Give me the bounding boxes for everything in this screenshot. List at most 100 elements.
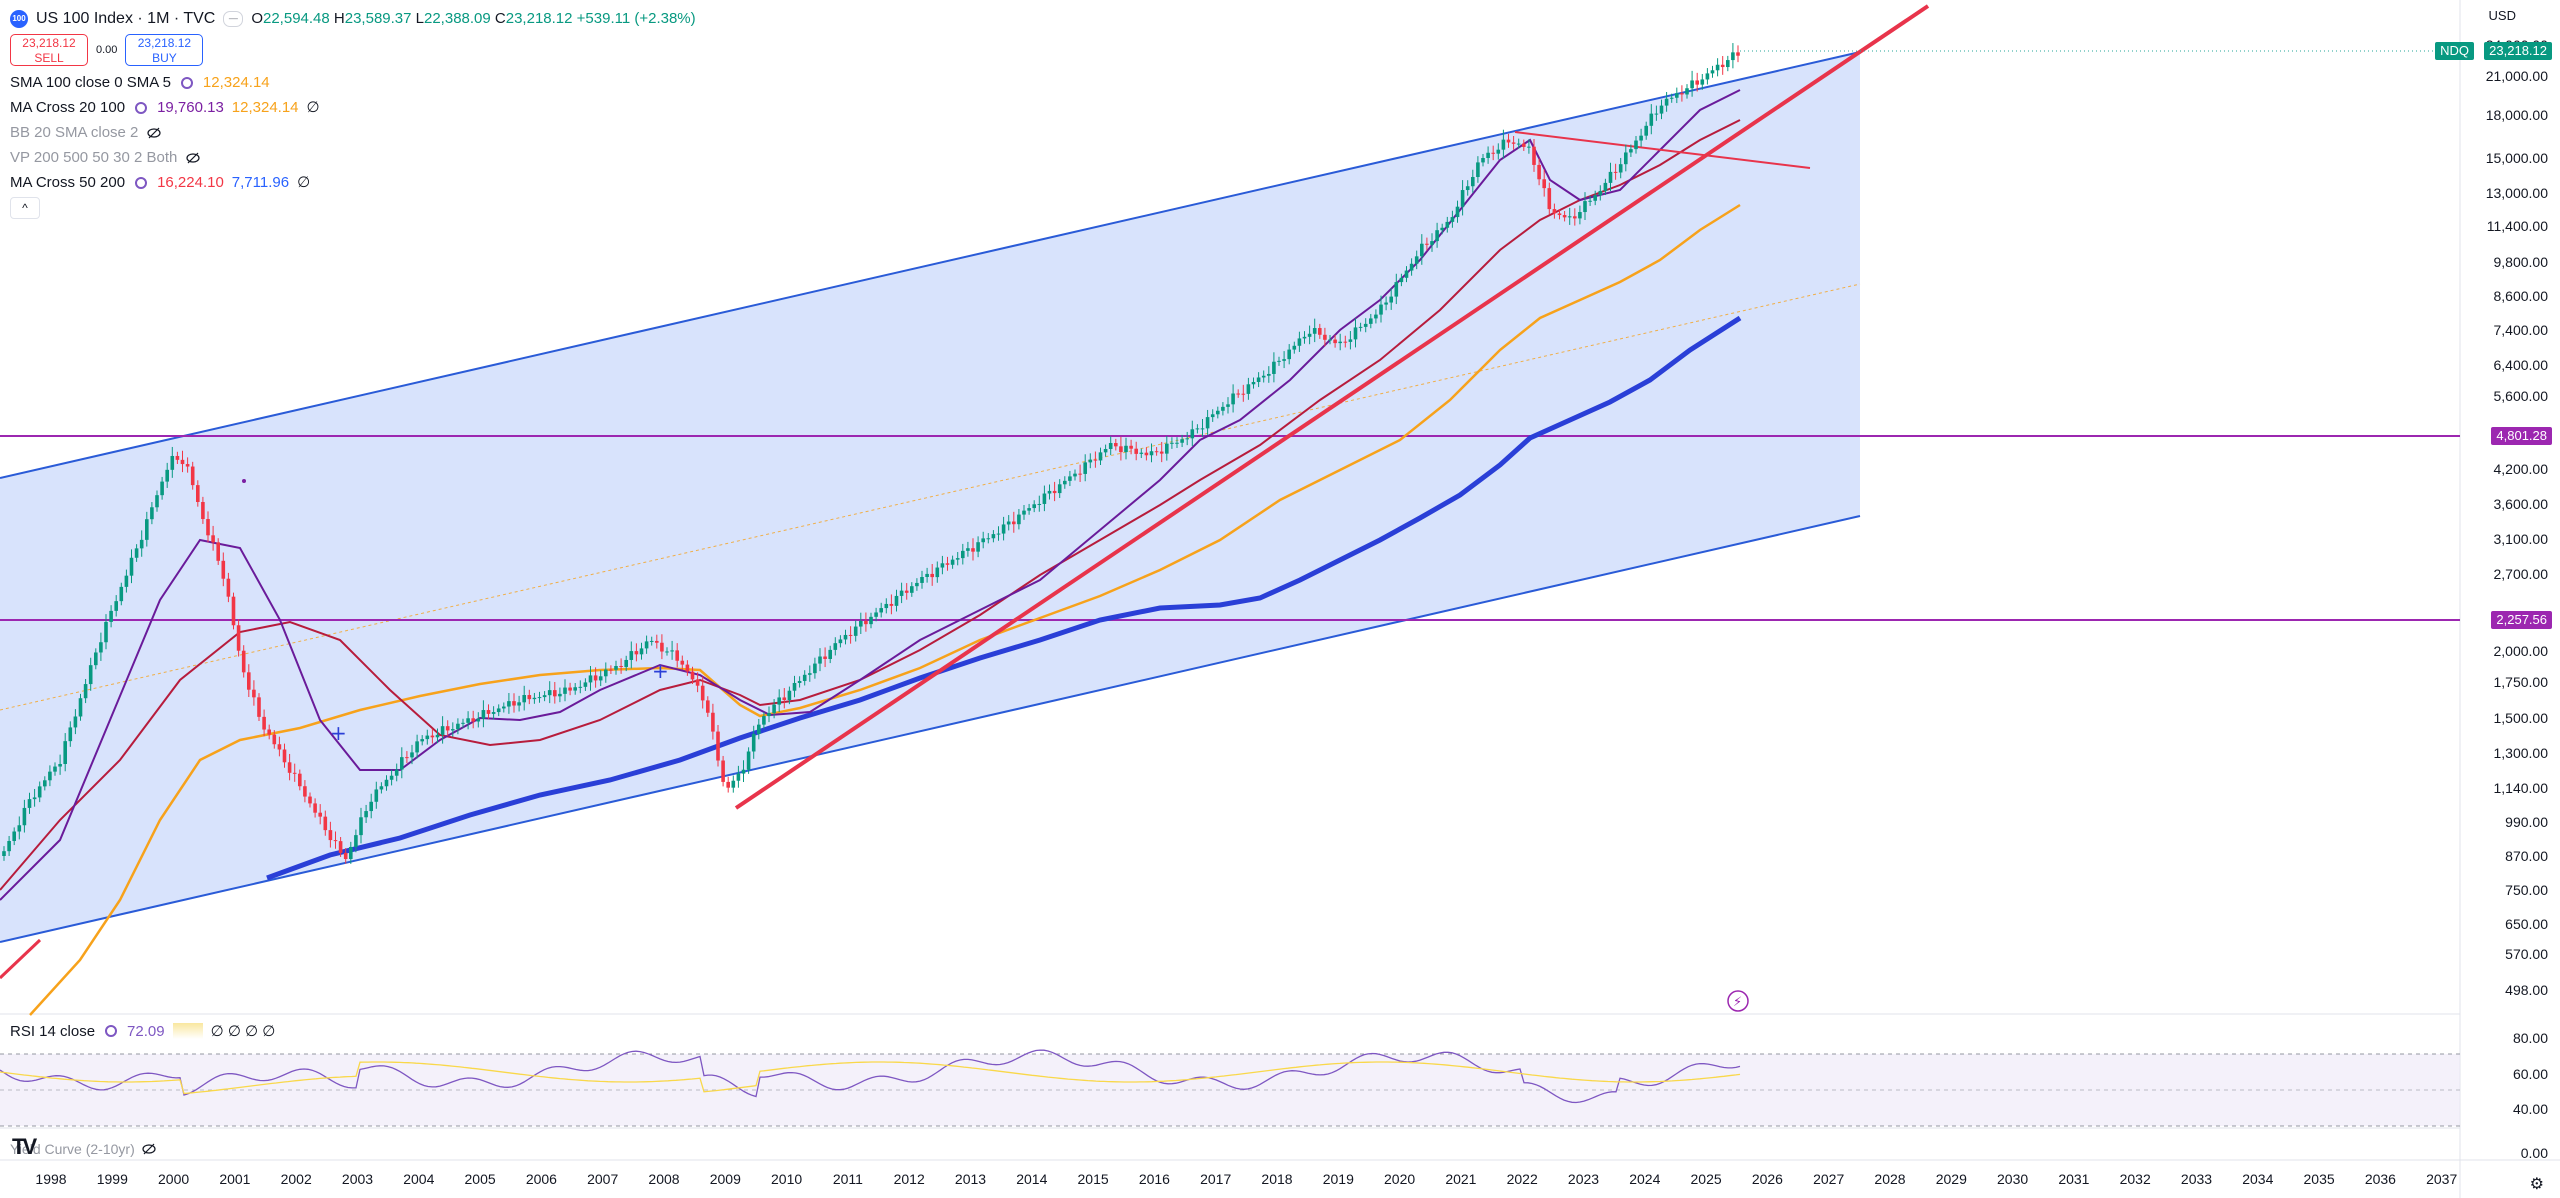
- candle-body: [507, 701, 511, 707]
- settings-source-icon[interactable]: [103, 1023, 119, 1039]
- buy-price: 23,218.12: [137, 36, 192, 50]
- settings-source-icon[interactable]: [133, 175, 149, 191]
- price-axis-label: 8,600.00: [2493, 288, 2549, 304]
- candle-body: [1083, 462, 1087, 474]
- candle-body: [1022, 510, 1026, 515]
- candle-body: [542, 695, 547, 698]
- candle-body: [1603, 182, 1608, 191]
- candle-body: [1144, 452, 1149, 456]
- candle-body: [1073, 473, 1077, 477]
- candle-body: [165, 469, 169, 482]
- more-icon[interactable]: —: [223, 10, 244, 27]
- candle-body: [134, 548, 139, 558]
- candle-body: [272, 734, 277, 745]
- rsi-axis-label: 40.00: [2512, 1101, 2548, 1117]
- candle-body: [1532, 146, 1536, 165]
- candle-body: [1379, 304, 1383, 315]
- candle-body: [1154, 451, 1159, 453]
- price-axis-label: 2,700.00: [2493, 566, 2549, 582]
- candle-body: [945, 563, 950, 565]
- candle-body: [247, 672, 251, 690]
- candle-body: [308, 796, 312, 804]
- tradingview-logo[interactable]: TV: [12, 1134, 37, 1159]
- candle-body: [53, 766, 57, 772]
- symbol-logo[interactable]: 100: [10, 9, 28, 28]
- time-axis-label: 2027: [1813, 1171, 1845, 1187]
- eye-hidden-icon[interactable]: [146, 125, 162, 141]
- candle-body: [1027, 508, 1031, 511]
- collapse-legend-button[interactable]: ^: [10, 197, 40, 219]
- candle-body: [216, 542, 220, 561]
- candle-body: [94, 652, 98, 666]
- eye-hidden-icon[interactable]: [185, 150, 201, 166]
- candle-body: [78, 698, 83, 717]
- candle-body: [1685, 88, 1689, 95]
- candle-body: [644, 641, 649, 649]
- candle-body: [767, 712, 771, 717]
- time-axis-label: 2004: [403, 1171, 435, 1187]
- time-axis-label: 2023: [1567, 1171, 1600, 1187]
- candle-body: [1114, 443, 1118, 447]
- currency-label[interactable]: USD: [2488, 8, 2516, 23]
- candle-body: [527, 695, 532, 700]
- time-axis-label: 2021: [1445, 1171, 1477, 1187]
- indicator-ma-cross-20-100[interactable]: MA Cross 20 100 19,760.13 12,324.14 ∅: [10, 95, 696, 120]
- time-axis-label: 2005: [464, 1171, 496, 1187]
- yield-curve-legend[interactable]: Yield Curve (2-10yr): [10, 1141, 157, 1157]
- indicator-sma100[interactable]: SMA 100 close 0 SMA 5 12,324.14: [10, 70, 696, 95]
- gear-icon[interactable]: ⚙: [2529, 1176, 2544, 1193]
- candle-body: [1241, 393, 1246, 395]
- candle-body: [1277, 360, 1281, 362]
- candle-body: [578, 686, 583, 688]
- buy-button[interactable]: 23,218.12 BUY: [125, 34, 204, 66]
- candle-body: [1471, 177, 1475, 187]
- candle-body: [532, 697, 537, 700]
- candle-body: [1205, 417, 1210, 429]
- candle-body: [145, 519, 149, 540]
- candle-body: [721, 760, 725, 782]
- flash-icon: [1727, 990, 1749, 1012]
- eye-hidden-icon[interactable]: [141, 1141, 157, 1157]
- candle-body: [1170, 442, 1174, 444]
- candle-body: [12, 831, 16, 841]
- low-value: 22,388.09: [424, 10, 491, 27]
- candle-body: [838, 639, 843, 644]
- sell-button[interactable]: 23,218.12 SELL: [10, 34, 88, 66]
- candle-body: [333, 840, 338, 842]
- candle-body: [930, 573, 934, 578]
- candle-body: [1195, 428, 1200, 430]
- candle-body: [1216, 410, 1220, 415]
- candle-body: [879, 608, 883, 613]
- candle-body: [328, 830, 333, 841]
- candle-body: [961, 550, 965, 559]
- candle-body: [185, 464, 190, 467]
- candle-body: [1542, 179, 1546, 189]
- rsi-axis-label: 60.00: [2512, 1066, 2548, 1082]
- candle-body: [639, 648, 644, 655]
- rsi-legend[interactable]: RSI 14 close 72.09 ∅ ∅ ∅ ∅: [10, 1022, 275, 1041]
- time-axis-label: 2006: [525, 1171, 557, 1187]
- candle-body: [1583, 201, 1587, 213]
- symbol-title[interactable]: US 100 Index · 1M · TVC: [36, 10, 216, 27]
- price-candles: [2, 43, 1740, 864]
- candle-body: [481, 710, 486, 719]
- candle-body: [706, 700, 710, 713]
- settings-source-icon[interactable]: [133, 100, 149, 116]
- indicator-ma-cross-50-200[interactable]: MA Cross 50 200 16,224.10 7,711.96 ∅: [10, 170, 696, 195]
- candle-body: [1231, 393, 1235, 405]
- candle-body: [1695, 80, 1699, 85]
- candle-body: [1496, 149, 1501, 154]
- indicator-vp[interactable]: VP 200 500 50 30 2 Both: [10, 145, 696, 170]
- candle-body: [471, 718, 475, 722]
- price-axis-label: 570.00: [2505, 946, 2548, 962]
- indicator-bb[interactable]: BB 20 SMA close 2: [10, 120, 696, 145]
- candle-body: [313, 803, 317, 813]
- time-axis-label: 2017: [1200, 1171, 1232, 1187]
- price-axis-label: 1,140.00: [2493, 780, 2549, 796]
- candle-body: [1190, 429, 1195, 439]
- candle-body: [818, 656, 822, 664]
- settings-source-icon[interactable]: [179, 75, 195, 91]
- candle-body: [1430, 241, 1434, 245]
- candle-body: [150, 507, 154, 520]
